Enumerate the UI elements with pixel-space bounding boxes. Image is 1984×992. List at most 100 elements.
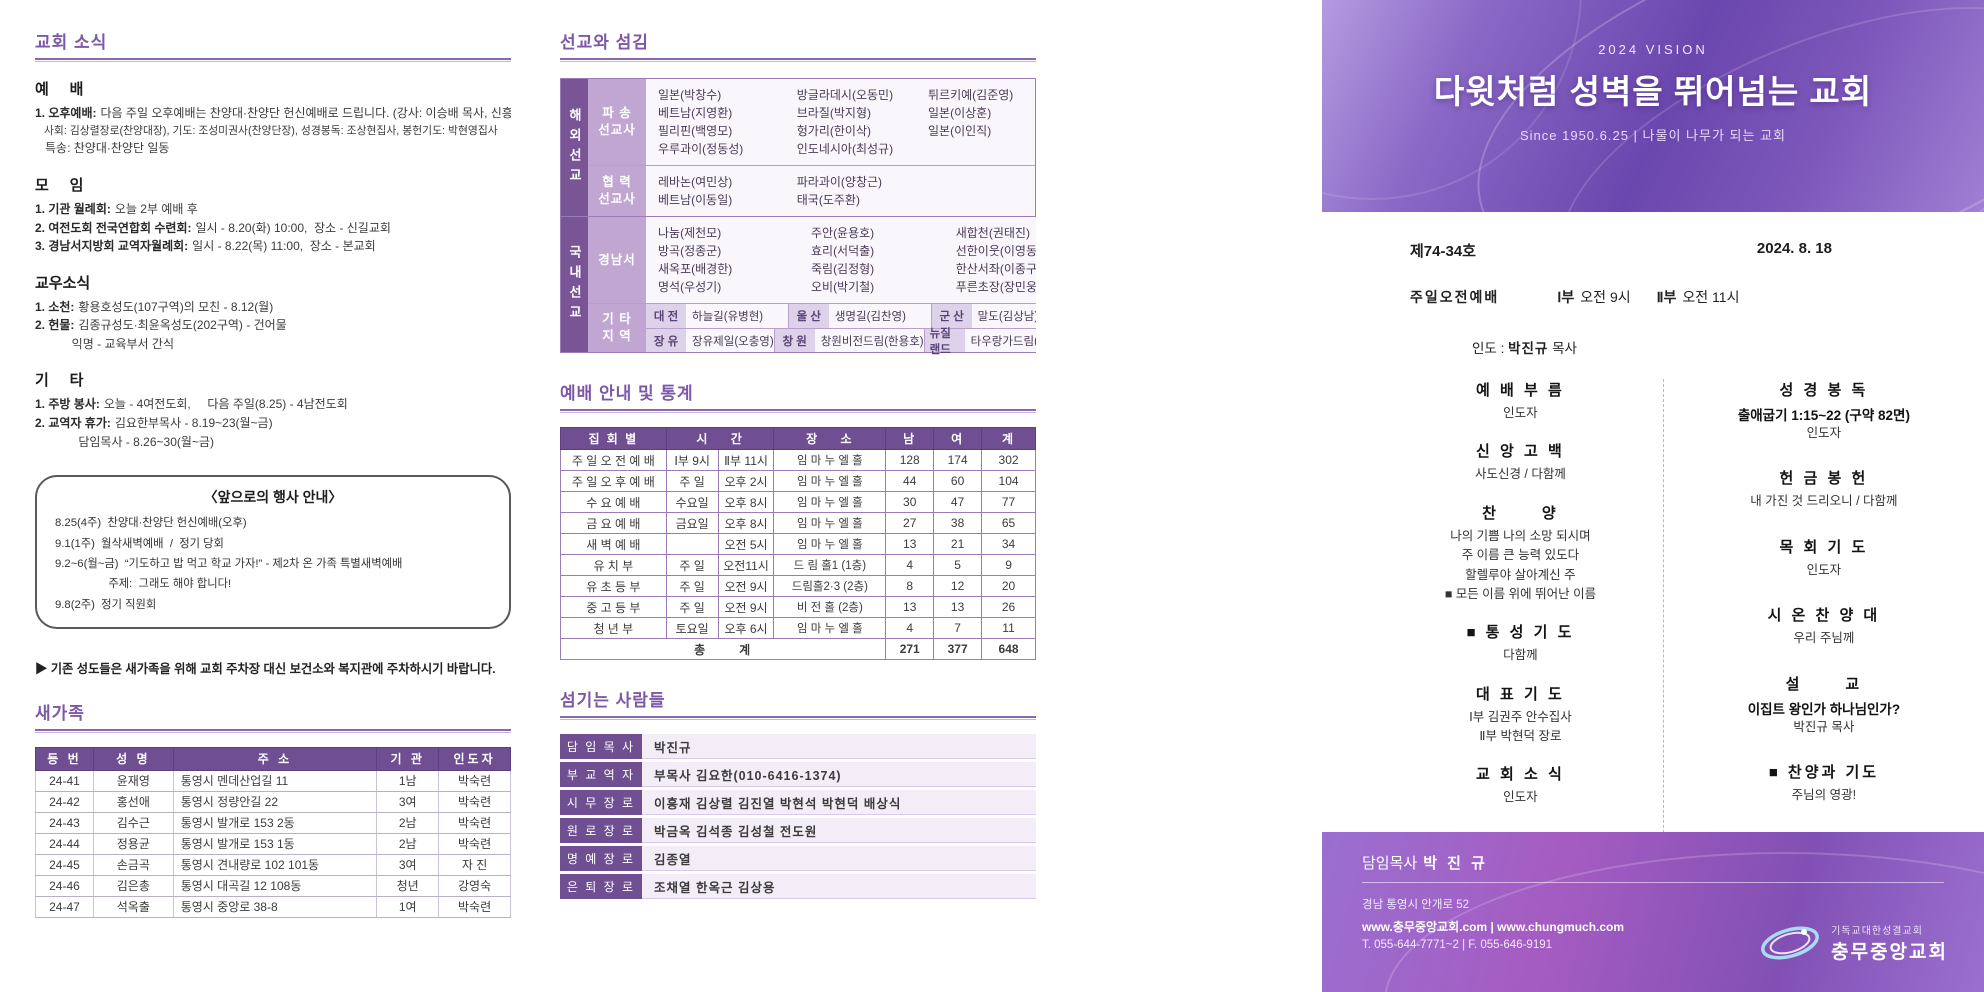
list-item: 담 임 목 사 박진규	[560, 734, 1036, 759]
region-pair: 군 산 말도(김상남)	[931, 304, 1036, 328]
mission-group-overseas: 해외선교 파 송 선교사 일본(박창수) 베트남(지영환) 필리핀(백영모) 우…	[561, 79, 1035, 216]
serving-names: 이흥재 김상렬 김진열 박현석 박현덕 배상식	[642, 790, 1036, 815]
order-item-lines: 다함께	[1503, 648, 1538, 663]
total-male: 271	[885, 638, 935, 660]
mission-row-coop: 협 력 선교사 레바논(여민상) 베트남(이동일) 파라과이(양창근) 태국(도…	[588, 165, 1035, 216]
cell-female-count: 47	[933, 491, 983, 513]
cell-place: 드 림 홀1 (1층)	[773, 554, 887, 576]
leader-name: 박진규	[1508, 341, 1549, 356]
divider	[560, 409, 1036, 413]
news-item: 2. 여전도회 전국연합회 수련회: 일시 - 8.20(화) 10:00, 장소…	[35, 219, 511, 238]
etc-items: 1. 주방 봉사: 오늘 - 4여전도회, 다음 주일(8.25) - 4남전도회…	[35, 395, 511, 451]
church-address: 경남 통영시 안개로 52	[1362, 899, 1470, 911]
bulletin-meta: 제74-34호 2024. 8. 18	[1322, 240, 1984, 261]
region-church: 말도(김상남)	[977, 311, 1036, 323]
column-header: 시 간	[665, 427, 775, 450]
table-row: 24-43 김수근 통영시 발개로 153 2동 2남 박숙련	[35, 812, 511, 834]
news-item: 특송: 찬양대·찬양단 일동	[35, 139, 511, 158]
row-label-dispatch: 파 송 선교사	[588, 79, 646, 165]
worship-order-item: 예 배 부 름 인도자	[1378, 379, 1663, 423]
panel-mission-worship: 선교와 섬김 해외선교 파 송 선교사 일본(박창수) 베트남(지영환) 필리핀…	[560, 28, 1036, 988]
cell-male-count: 4	[885, 554, 935, 576]
column-header: 기 관	[376, 746, 440, 771]
news-item-label: 2. 교역자 휴가:	[35, 416, 111, 431]
cell-guide: 박숙련	[438, 770, 511, 792]
worship-order-item: 헌 금 봉 헌 내 가진 것 드리오니 / 다함께	[1664, 467, 1984, 511]
divider	[35, 728, 511, 733]
leader-suffix: 목사	[1548, 341, 1577, 356]
news-item-text: 황용호성도(107구역)의 모친 - 8.12(월)	[78, 299, 274, 314]
region-church: 생명길(김찬영)	[834, 311, 906, 323]
event-line: 9.1(1주) 월삭새벽예배 / 정기 당회	[55, 537, 224, 550]
cell-number: 24-43	[35, 812, 94, 834]
order-item-title: 성 경 봉 독	[1779, 382, 1869, 399]
cell-day: 주 일	[665, 554, 719, 576]
missionary-list: 일본(박창수) 베트남(지영환) 필리핀(백영모) 우루과이(정동성)	[658, 88, 744, 156]
worship-order-item: 신 앙 고 백 사도신경 / 다함께	[1378, 440, 1663, 484]
events-box-title: 〈앞으로의 행사 안내〉	[203, 489, 343, 506]
serving-section: 섬기는 사람들 담 임 목 사 박진규 부 교 역 자 부목사 김요한(010-…	[560, 686, 1036, 899]
news-item-label: 2. 여전도회 전국연합회 수련회:	[35, 220, 192, 235]
cell-day	[665, 533, 719, 555]
cell-service-name: 유 치 부	[560, 554, 667, 576]
cell-guide: 박숙련	[438, 833, 511, 855]
worship-items: 1. 오후예배: 다음 주일 오후예배는 찬양대·찬양단 헌신예배로 드립니다. …	[35, 104, 511, 158]
cell-service-name: 금 요 예 배	[560, 512, 667, 534]
news-item-text: 일시 - 8.22(목) 11:00, 장소 - 본교회	[192, 239, 376, 254]
stats-total-row: 총 계 271 377 648	[560, 638, 1036, 660]
cell-total-count: 9	[981, 554, 1036, 576]
cell-time: Ⅱ부 11시	[717, 449, 775, 471]
news-item-text: 사회: 김상렬장로(찬양대장), 기도: 조성미권사(찬양단장), 성경봉독: …	[35, 124, 498, 137]
mission-table: 해외선교 파 송 선교사 일본(박창수) 베트남(지영환) 필리핀(백영모) 우…	[560, 78, 1036, 356]
list-item: 시 무 장 로 이흥재 김상렬 김진열 박현석 박현덕 배상식	[560, 790, 1036, 815]
region-church: 장유제일(오충영)	[692, 335, 774, 348]
region-pair: 대 전 하늘길(유병현)	[646, 304, 789, 328]
table-row: 24-44 정용균 통영시 발개로 153 1동 2남 박숙련	[35, 833, 511, 855]
issue-number: 제74-34호	[1410, 243, 1476, 260]
etc-heading: 기 타	[35, 372, 84, 390]
order-item-lines: 나의 기쁨 나의 소망 되시며 주 이름 큰 능력 있도다 할렐루야 살아계신 …	[1444, 528, 1597, 601]
column-header: 여	[933, 427, 983, 450]
part2-label: Ⅱ부	[1656, 289, 1677, 305]
list-item: 명 예 장 로 김종열	[560, 846, 1036, 871]
service-time-row: 주일오전예배 Ⅰ부 오전 9시 Ⅱ부 오전 11시	[1322, 287, 1984, 307]
news-item-label: 1. 오후예배:	[35, 106, 97, 120]
cell-address: 통영시 멘데산업길 11	[172, 770, 378, 792]
cell-address: 통영시 발개로 153 1동	[172, 833, 378, 855]
section-worship: 예 배 1. 오후예배: 다음 주일 오후예배는 찬양대·찬양단 헌신예배로 드립…	[35, 78, 511, 158]
event-line: 9.2~6(월~금) “기도하고 밥 먹고 학교 가자!” - 제2차 온 가족…	[55, 557, 403, 591]
news-item: 1. 소천: 황용호성도(107구역)의 모친 - 8.12(월)	[35, 298, 511, 317]
group-label-domestic: 국내선교	[561, 217, 588, 352]
cell-female-count: 12	[933, 575, 983, 597]
column-header: 계	[981, 427, 1036, 450]
cell-day: 주 일	[665, 596, 719, 618]
worship-order-right-column: 성 경 봉 독 출애굽기 1:15~22 (구약 82면) 인도자 헌 금 봉 …	[1662, 379, 1984, 898]
cell-address: 통영시 정량안길 22	[172, 791, 378, 813]
news-item-text: 오늘 - 4여전도회, 다음 주일(8.25) - 4남전도회	[103, 397, 348, 412]
region-name: 창 원	[774, 329, 815, 352]
part2-time: 오전 11시	[1682, 289, 1740, 305]
cell-male-count: 44	[885, 470, 935, 492]
church-website: www.충무중앙교회.com | www.chungmuch.com	[1362, 920, 1625, 934]
cell-organization: 1남	[376, 770, 440, 792]
cell-male-count: 8	[885, 575, 935, 597]
cell-guide: 박숙련	[438, 791, 511, 813]
cell-name: 정용균	[92, 833, 174, 855]
serving-role: 명 예 장 로	[560, 846, 642, 871]
order-item-lines: 인도자	[1806, 426, 1842, 440]
cell-service-name: 주 일 오 전 예 배	[560, 449, 667, 471]
cell-female-count: 13	[933, 596, 983, 618]
cell-time: 오전 9시	[717, 596, 775, 618]
meeting-items: 1. 기관 월례회: 오늘 2부 예배 후 2. 여전도회 전국연합회 수련회: 일…	[35, 200, 511, 256]
column-header: 장 소	[773, 427, 887, 450]
cell-organization: 1여	[376, 896, 440, 918]
cell-day: 수요일	[665, 491, 719, 513]
table-row: 수 요 예 배 수요일 오후 8시 임 마 누 엘 홀 30 47 77	[560, 491, 1036, 513]
missionary-list	[928, 173, 1033, 209]
cell-place: 임 마 누 엘 홀	[773, 449, 887, 471]
news-item: 익명 - 교육부서 간식	[35, 335, 511, 354]
cell-place: 드림홀2·3 (2층)	[773, 575, 887, 597]
service-leader-row: 인도 : 박진규 목사	[1322, 337, 1984, 357]
stats-body: 주 일 오 전 예 배 Ⅰ부 9시 Ⅱ부 11시 임 마 누 엘 홀 128 1…	[560, 449, 1036, 639]
order-item-lines: 주님의 영광!	[1791, 787, 1857, 802]
